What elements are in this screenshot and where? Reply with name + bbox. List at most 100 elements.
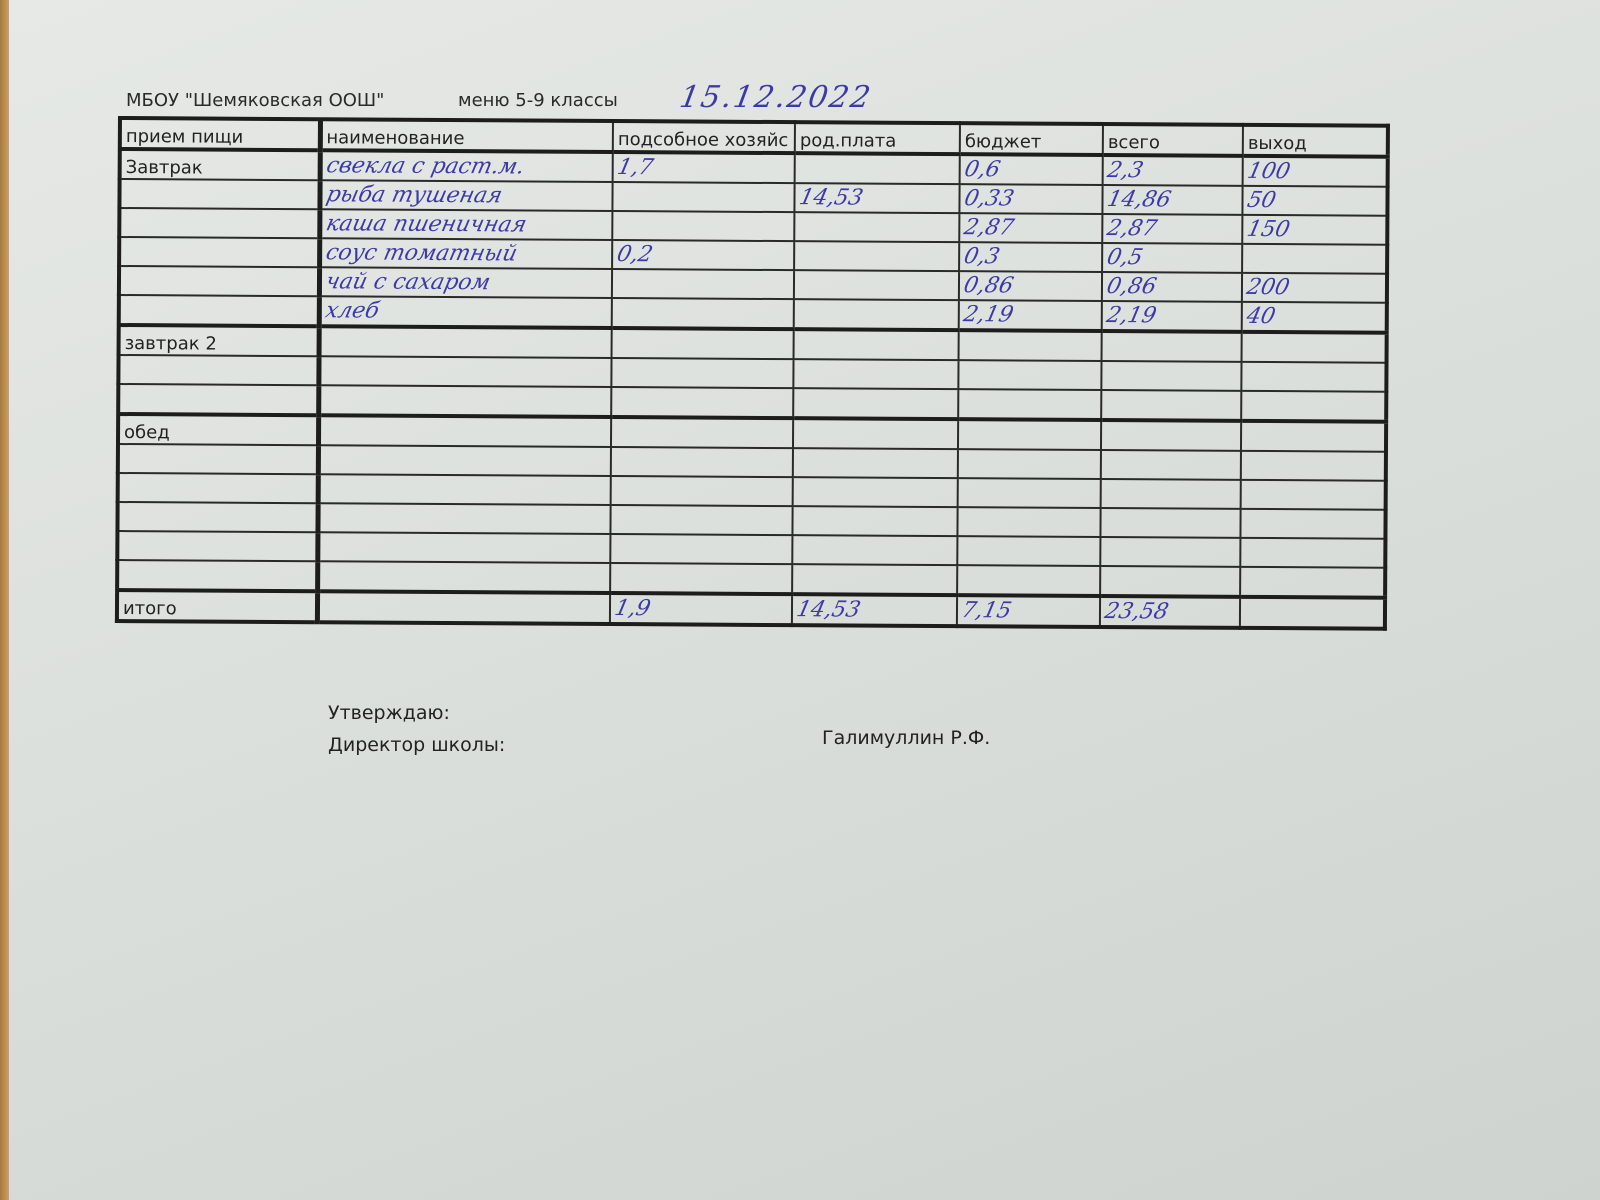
- table-cell: [957, 478, 1101, 509]
- meal-label: [117, 531, 318, 562]
- meal-label: [117, 473, 318, 504]
- cell-parent: [794, 212, 960, 243]
- table-cell: [610, 476, 793, 507]
- table-cell: [317, 445, 611, 477]
- table-cell: [611, 358, 794, 389]
- table-cell: [793, 359, 959, 390]
- column-header: род.плата: [794, 122, 960, 155]
- cell-text: хлеб: [322, 298, 382, 324]
- meal-label: обед: [117, 414, 319, 446]
- school-name: МБОУ "Шемяковская ООШ": [126, 90, 385, 111]
- cell-text: 200: [1244, 274, 1292, 301]
- cell-text: выход: [1247, 132, 1307, 155]
- cell-text: 7,15: [959, 598, 1014, 624]
- table-cell: [1239, 596, 1386, 629]
- cell-text: 150: [1244, 216, 1293, 243]
- total-parent: 14,53: [791, 594, 958, 627]
- cell-budget: 2,19: [958, 300, 1102, 332]
- meal-label: [119, 179, 320, 210]
- cell-text: 23,58: [1102, 599, 1171, 625]
- table-cell: [793, 329, 959, 361]
- column-header: выход: [1242, 124, 1388, 157]
- meal-label: [117, 444, 318, 475]
- table-cell: [610, 563, 793, 595]
- cell-text: соус томатный: [323, 240, 520, 267]
- table-cell: [958, 330, 1102, 362]
- table-cell: [1100, 566, 1241, 597]
- total-budget: 7,15: [956, 595, 1101, 628]
- meal-label: Завтрак: [119, 149, 320, 181]
- table-cell: [957, 507, 1101, 538]
- table-cell: [1101, 390, 1242, 421]
- cell-text: каша пшеничная: [323, 211, 529, 238]
- cell-text: 0,5: [1104, 245, 1145, 271]
- cell-name: хлеб: [318, 296, 612, 329]
- cell-yield: 40: [1241, 301, 1387, 333]
- table-cell: [318, 385, 612, 418]
- table-cell: [1100, 420, 1242, 451]
- table-cell: [793, 388, 959, 420]
- table-cell: [318, 326, 612, 359]
- cell-text: всего: [1107, 132, 1160, 154]
- cell-parent: [794, 241, 960, 272]
- cell-budget: 0,33: [959, 184, 1103, 215]
- cell-text: чай с сахаром: [322, 269, 493, 296]
- cell-text: Завтрак: [125, 157, 203, 179]
- meal-label: [119, 208, 320, 239]
- table-cell: [1241, 361, 1387, 392]
- meal-label: [117, 502, 318, 533]
- table-cell: [958, 389, 1102, 421]
- cell-text: 0,3: [961, 244, 1002, 270]
- table-cell: [317, 503, 611, 535]
- table-cell: [792, 535, 958, 566]
- column-header: подсобное хозяйс: [612, 121, 795, 154]
- meal-label: [118, 355, 319, 386]
- meal-label: [118, 295, 319, 327]
- column-header: всего: [1102, 124, 1243, 156]
- table-cell: [792, 506, 958, 537]
- cell-name: свекла с раст.м.: [319, 150, 613, 183]
- total-farm: 1,9: [609, 593, 793, 626]
- director-label: Директор школы:: [328, 734, 506, 756]
- table-cell: [317, 415, 612, 448]
- cell-text: род.плата: [799, 130, 897, 152]
- table-cell: [318, 356, 612, 388]
- table-cell: [1100, 450, 1241, 480]
- cell-text: 1,7: [615, 155, 656, 181]
- cell-text: 0,2: [614, 242, 656, 268]
- menu-title: меню 5-9 классы: [458, 90, 618, 111]
- desk-edge: [0, 0, 9, 1200]
- table-cell: [1100, 508, 1241, 538]
- cell-yield: 100: [1242, 155, 1388, 187]
- cell-budget: 0,3: [959, 242, 1103, 273]
- cell-text: 14,86: [1104, 187, 1174, 213]
- cell-text: 2,19: [1104, 303, 1159, 329]
- table-cell: [957, 449, 1101, 480]
- cell-name: рыба тушеная: [319, 180, 613, 212]
- cell-total: 2,3: [1102, 155, 1243, 186]
- menu-table: прием пищи наименование подсобное хозяйс ро…: [114, 116, 1390, 631]
- table-cell: [792, 564, 958, 596]
- table-cell: [792, 477, 958, 508]
- cell-yield: 50: [1242, 185, 1388, 216]
- totals-label: итого: [116, 590, 318, 623]
- cell-text: итого: [122, 598, 177, 620]
- total-total: 23,58: [1099, 596, 1241, 628]
- table-cell: [610, 417, 794, 449]
- table-cell: [611, 328, 794, 360]
- table-cell: [1240, 537, 1386, 568]
- cell-name: соус томатный: [319, 238, 613, 270]
- cell-budget: 0,6: [959, 154, 1103, 186]
- table-cell: [611, 387, 794, 419]
- cell-text: обед: [124, 422, 170, 444]
- table-cell: [957, 565, 1101, 597]
- cell-farm: [612, 211, 795, 242]
- table-cell: [1100, 479, 1241, 509]
- meal-label: завтрак 2: [118, 325, 319, 357]
- table-cell: [317, 474, 611, 506]
- table-cell: [1241, 390, 1387, 422]
- cell-text: 50: [1244, 187, 1279, 214]
- totals-row: итого 1,9 14,53 7,15 23,58: [116, 590, 1386, 629]
- cell-total: 0,86: [1101, 272, 1243, 302]
- table-cell: [317, 561, 611, 594]
